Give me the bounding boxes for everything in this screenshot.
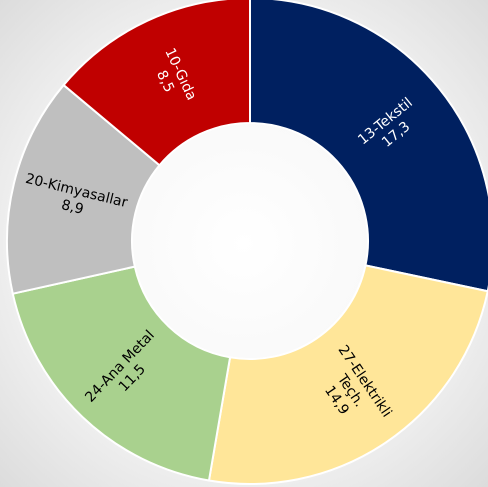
slice-24-ana-metal: [11, 265, 232, 482]
slice-10-gida: [62, 0, 251, 167]
slice-20-kimyasallar: [6, 83, 161, 295]
slice-27-elektrikli-tech: [207, 264, 488, 485]
value-label: 8,9: [60, 197, 85, 218]
slice-13-tekstil: [249, 0, 488, 293]
